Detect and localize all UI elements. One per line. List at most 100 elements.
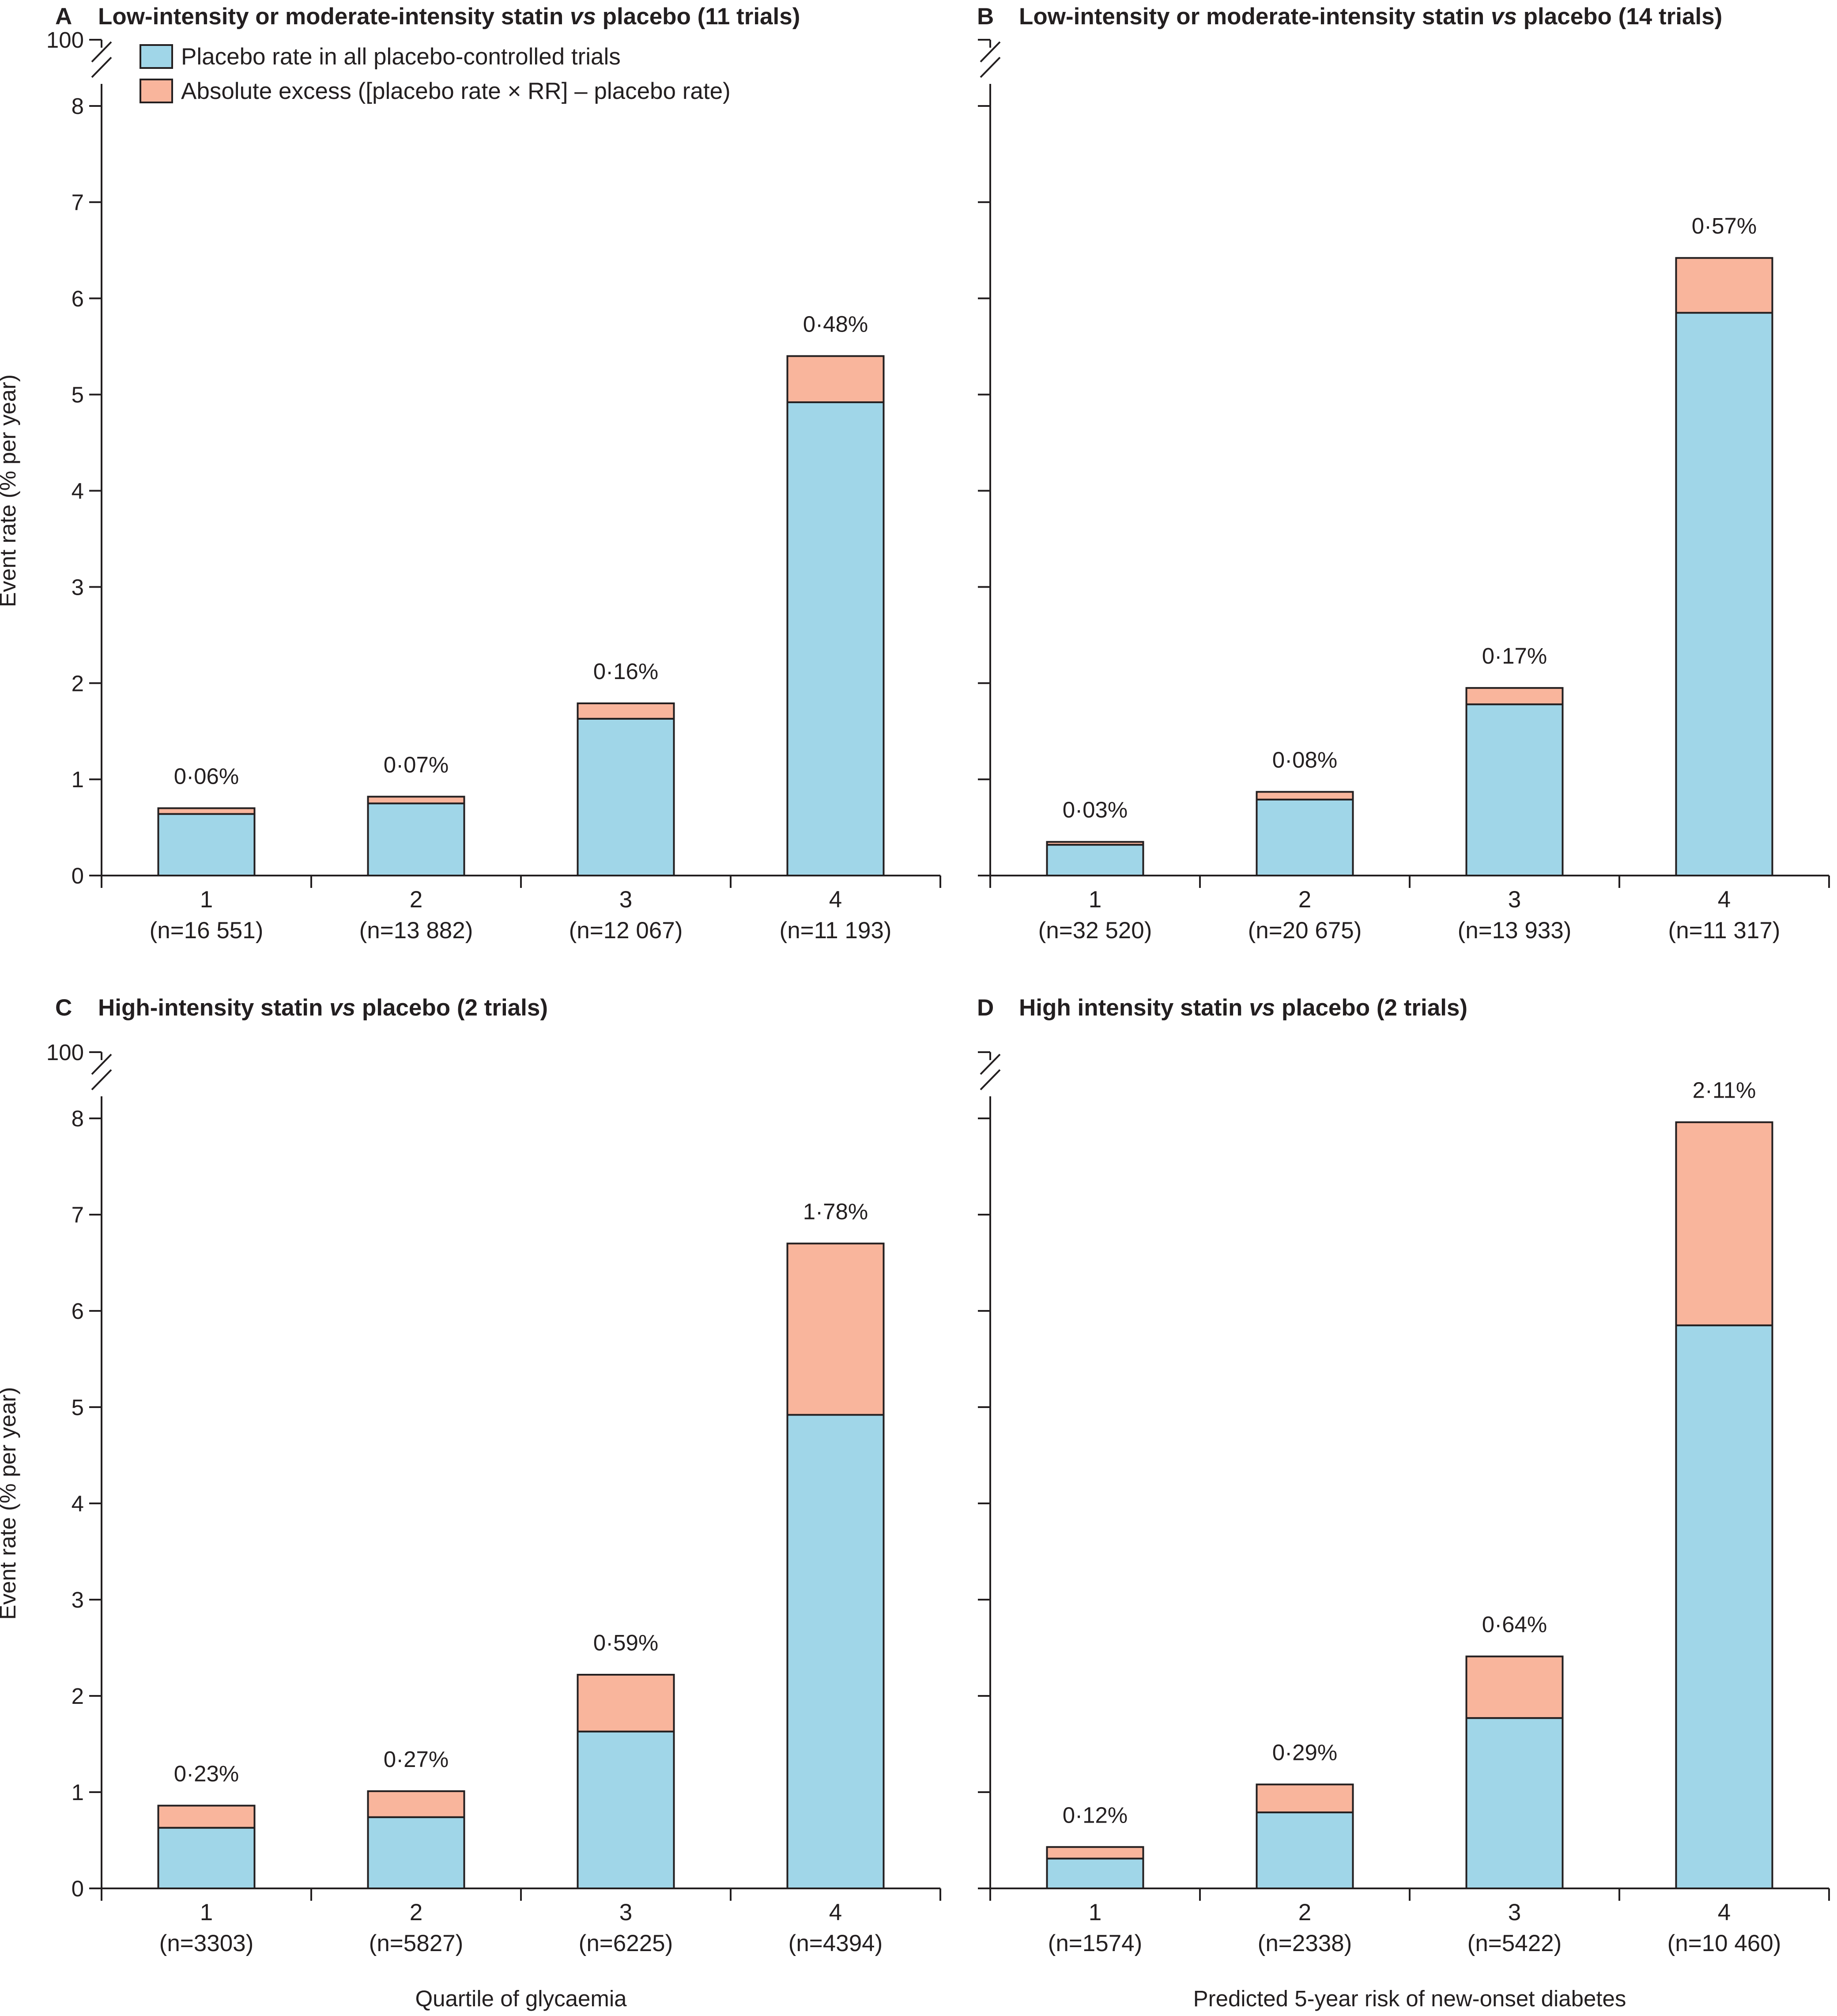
legend-label: Placebo rate in all placebo-controlled t… bbox=[181, 44, 621, 70]
x-category-label: 3 bbox=[619, 887, 632, 913]
bar-excess bbox=[367, 796, 465, 804]
x-category-n-label: (n=2338) bbox=[1258, 1930, 1352, 1956]
y-tick-label: 7 bbox=[72, 1202, 84, 1227]
data-label: 0·23% bbox=[174, 1761, 239, 1786]
data-label: 0·59% bbox=[593, 1630, 658, 1655]
x-category-n-label: (n=32 520) bbox=[1038, 917, 1152, 944]
panel-a: A Low-intensity or moderate-intensity sta… bbox=[0, 4, 941, 944]
x-category-n-label: (n=13 882) bbox=[359, 917, 473, 944]
x-category-n-label: (n=11 317) bbox=[1668, 917, 1780, 944]
bar-excess bbox=[1046, 1846, 1144, 1860]
bar-excess bbox=[1675, 1121, 1773, 1326]
bar-excess bbox=[367, 1790, 465, 1818]
panel-title-vs: vs bbox=[570, 4, 596, 30]
x-category-n-label: (n=20 675) bbox=[1248, 917, 1362, 944]
panel-title-vs: vs bbox=[329, 995, 355, 1021]
bar-placebo bbox=[157, 813, 256, 877]
x-category-label: 2 bbox=[410, 887, 422, 913]
panel-letter: A bbox=[55, 4, 72, 30]
bar-placebo bbox=[577, 717, 675, 877]
bar-placebo bbox=[157, 1827, 256, 1890]
panel-title-prefix: High-intensity statin bbox=[98, 995, 329, 1021]
y-tick-label: 1 bbox=[72, 767, 84, 792]
panel-title-vs: vs bbox=[1249, 995, 1275, 1021]
axis-break-mark bbox=[91, 1053, 112, 1075]
data-label: 0·03% bbox=[1063, 797, 1128, 823]
data-label: 0·06% bbox=[174, 763, 239, 789]
x-category-label: 3 bbox=[619, 1899, 632, 1925]
x-category-n-label: (n=1574) bbox=[1048, 1930, 1143, 1956]
x-category-n-label: (n=11 193) bbox=[780, 917, 892, 944]
legend-label: Absolute excess ([placebo rate × RR] – p… bbox=[181, 78, 731, 104]
y-tick-label: 0 bbox=[72, 863, 84, 888]
data-label: 0·27% bbox=[384, 1747, 449, 1772]
x-category-n-label: (n=4394) bbox=[788, 1930, 883, 1956]
bar-placebo bbox=[1046, 1857, 1144, 1889]
x-category-label: 1 bbox=[200, 887, 213, 913]
y-tick-label: 2 bbox=[72, 671, 84, 696]
bar-excess bbox=[577, 1674, 675, 1733]
y-tick-label-break: 100 bbox=[46, 27, 84, 53]
legend-swatch bbox=[140, 44, 173, 69]
panel-b: B Low-intensity or moderate-intensity sta… bbox=[977, 4, 1830, 944]
bar-excess bbox=[577, 702, 675, 720]
panel-d: D High intensity statin vs placebo (2 tri… bbox=[977, 995, 1830, 2011]
data-label: 0·12% bbox=[1063, 1802, 1128, 1827]
bar-placebo bbox=[1675, 312, 1773, 876]
x-category-label: 1 bbox=[200, 1899, 213, 1925]
legend: Placebo rate in all placebo-controlled t… bbox=[140, 44, 731, 104]
data-label: 0·16% bbox=[593, 659, 658, 684]
y-tick-label: 5 bbox=[72, 1395, 84, 1420]
panel-title-suffix: placebo (2 trials) bbox=[1275, 995, 1467, 1021]
data-label: 0·64% bbox=[1482, 1612, 1547, 1637]
x-category-label: 3 bbox=[1508, 1899, 1521, 1925]
bar-excess bbox=[786, 355, 885, 404]
x-category-label: 2 bbox=[1298, 887, 1311, 913]
y-tick-label: 3 bbox=[72, 574, 84, 600]
y-tick-label: 0 bbox=[72, 1876, 84, 1901]
panel-c: C High-intensity statin vs placebo (2 tri… bbox=[0, 995, 941, 2011]
panel-title: High-intensity statin vs placebo (2 tria… bbox=[98, 995, 548, 1021]
axis-break-mark bbox=[91, 1069, 112, 1091]
y-tick-label: 7 bbox=[72, 190, 84, 215]
x-category-n-label: (n=3303) bbox=[159, 1930, 254, 1956]
y-tick-label: 2 bbox=[72, 1684, 84, 1709]
axis-break-mark bbox=[980, 57, 1001, 78]
y-tick-label: 6 bbox=[72, 286, 84, 311]
panel-title-suffix: placebo (14 trials) bbox=[1517, 4, 1722, 30]
data-label: 1·78% bbox=[803, 1199, 868, 1224]
axis-break-mark bbox=[980, 1069, 1001, 1091]
bar-placebo bbox=[1046, 844, 1144, 877]
x-category-label: 2 bbox=[410, 1899, 422, 1925]
panel-title-prefix: Low-intensity or moderate-intensity stat… bbox=[1019, 4, 1491, 30]
panel-title-suffix: placebo (11 trials) bbox=[596, 4, 800, 30]
x-category-n-label: (n=5422) bbox=[1467, 1930, 1562, 1956]
y-tick-label: 6 bbox=[72, 1299, 84, 1324]
x-axis-title: Quartile of glycaemia bbox=[415, 1986, 627, 2011]
x-axis-title: Predicted 5-year risk of new-onset diabe… bbox=[1193, 1986, 1626, 2011]
bar-placebo bbox=[786, 1414, 885, 1889]
bar-excess bbox=[1046, 841, 1144, 846]
data-label: 0·29% bbox=[1272, 1740, 1337, 1765]
panel-title: High intensity statin vs placebo (2 tria… bbox=[1019, 995, 1467, 1021]
data-label: 0·57% bbox=[1692, 213, 1757, 238]
bar-excess bbox=[786, 1242, 885, 1416]
bar-excess bbox=[1465, 687, 1564, 706]
y-tick-label: 4 bbox=[72, 1491, 84, 1516]
x-category-label: 4 bbox=[829, 887, 842, 913]
y-tick-label: 8 bbox=[72, 94, 84, 119]
axis-break-mark bbox=[91, 41, 112, 63]
data-label: 2·11% bbox=[1693, 1078, 1756, 1103]
bar-excess bbox=[1675, 257, 1773, 314]
bar-placebo bbox=[577, 1730, 675, 1889]
bar-excess bbox=[1256, 1783, 1354, 1813]
y-tick-label: 8 bbox=[72, 1106, 84, 1131]
y-tick-label: 3 bbox=[72, 1587, 84, 1612]
bar-placebo bbox=[1675, 1324, 1773, 1889]
x-category-n-label: (n=12 067) bbox=[569, 917, 683, 944]
x-category-label: 4 bbox=[1718, 1899, 1731, 1925]
panel-title-suffix: placebo (2 trials) bbox=[355, 995, 548, 1021]
bar-excess bbox=[1256, 791, 1354, 800]
panel-title: Low-intensity or moderate-intensity stat… bbox=[98, 4, 800, 30]
